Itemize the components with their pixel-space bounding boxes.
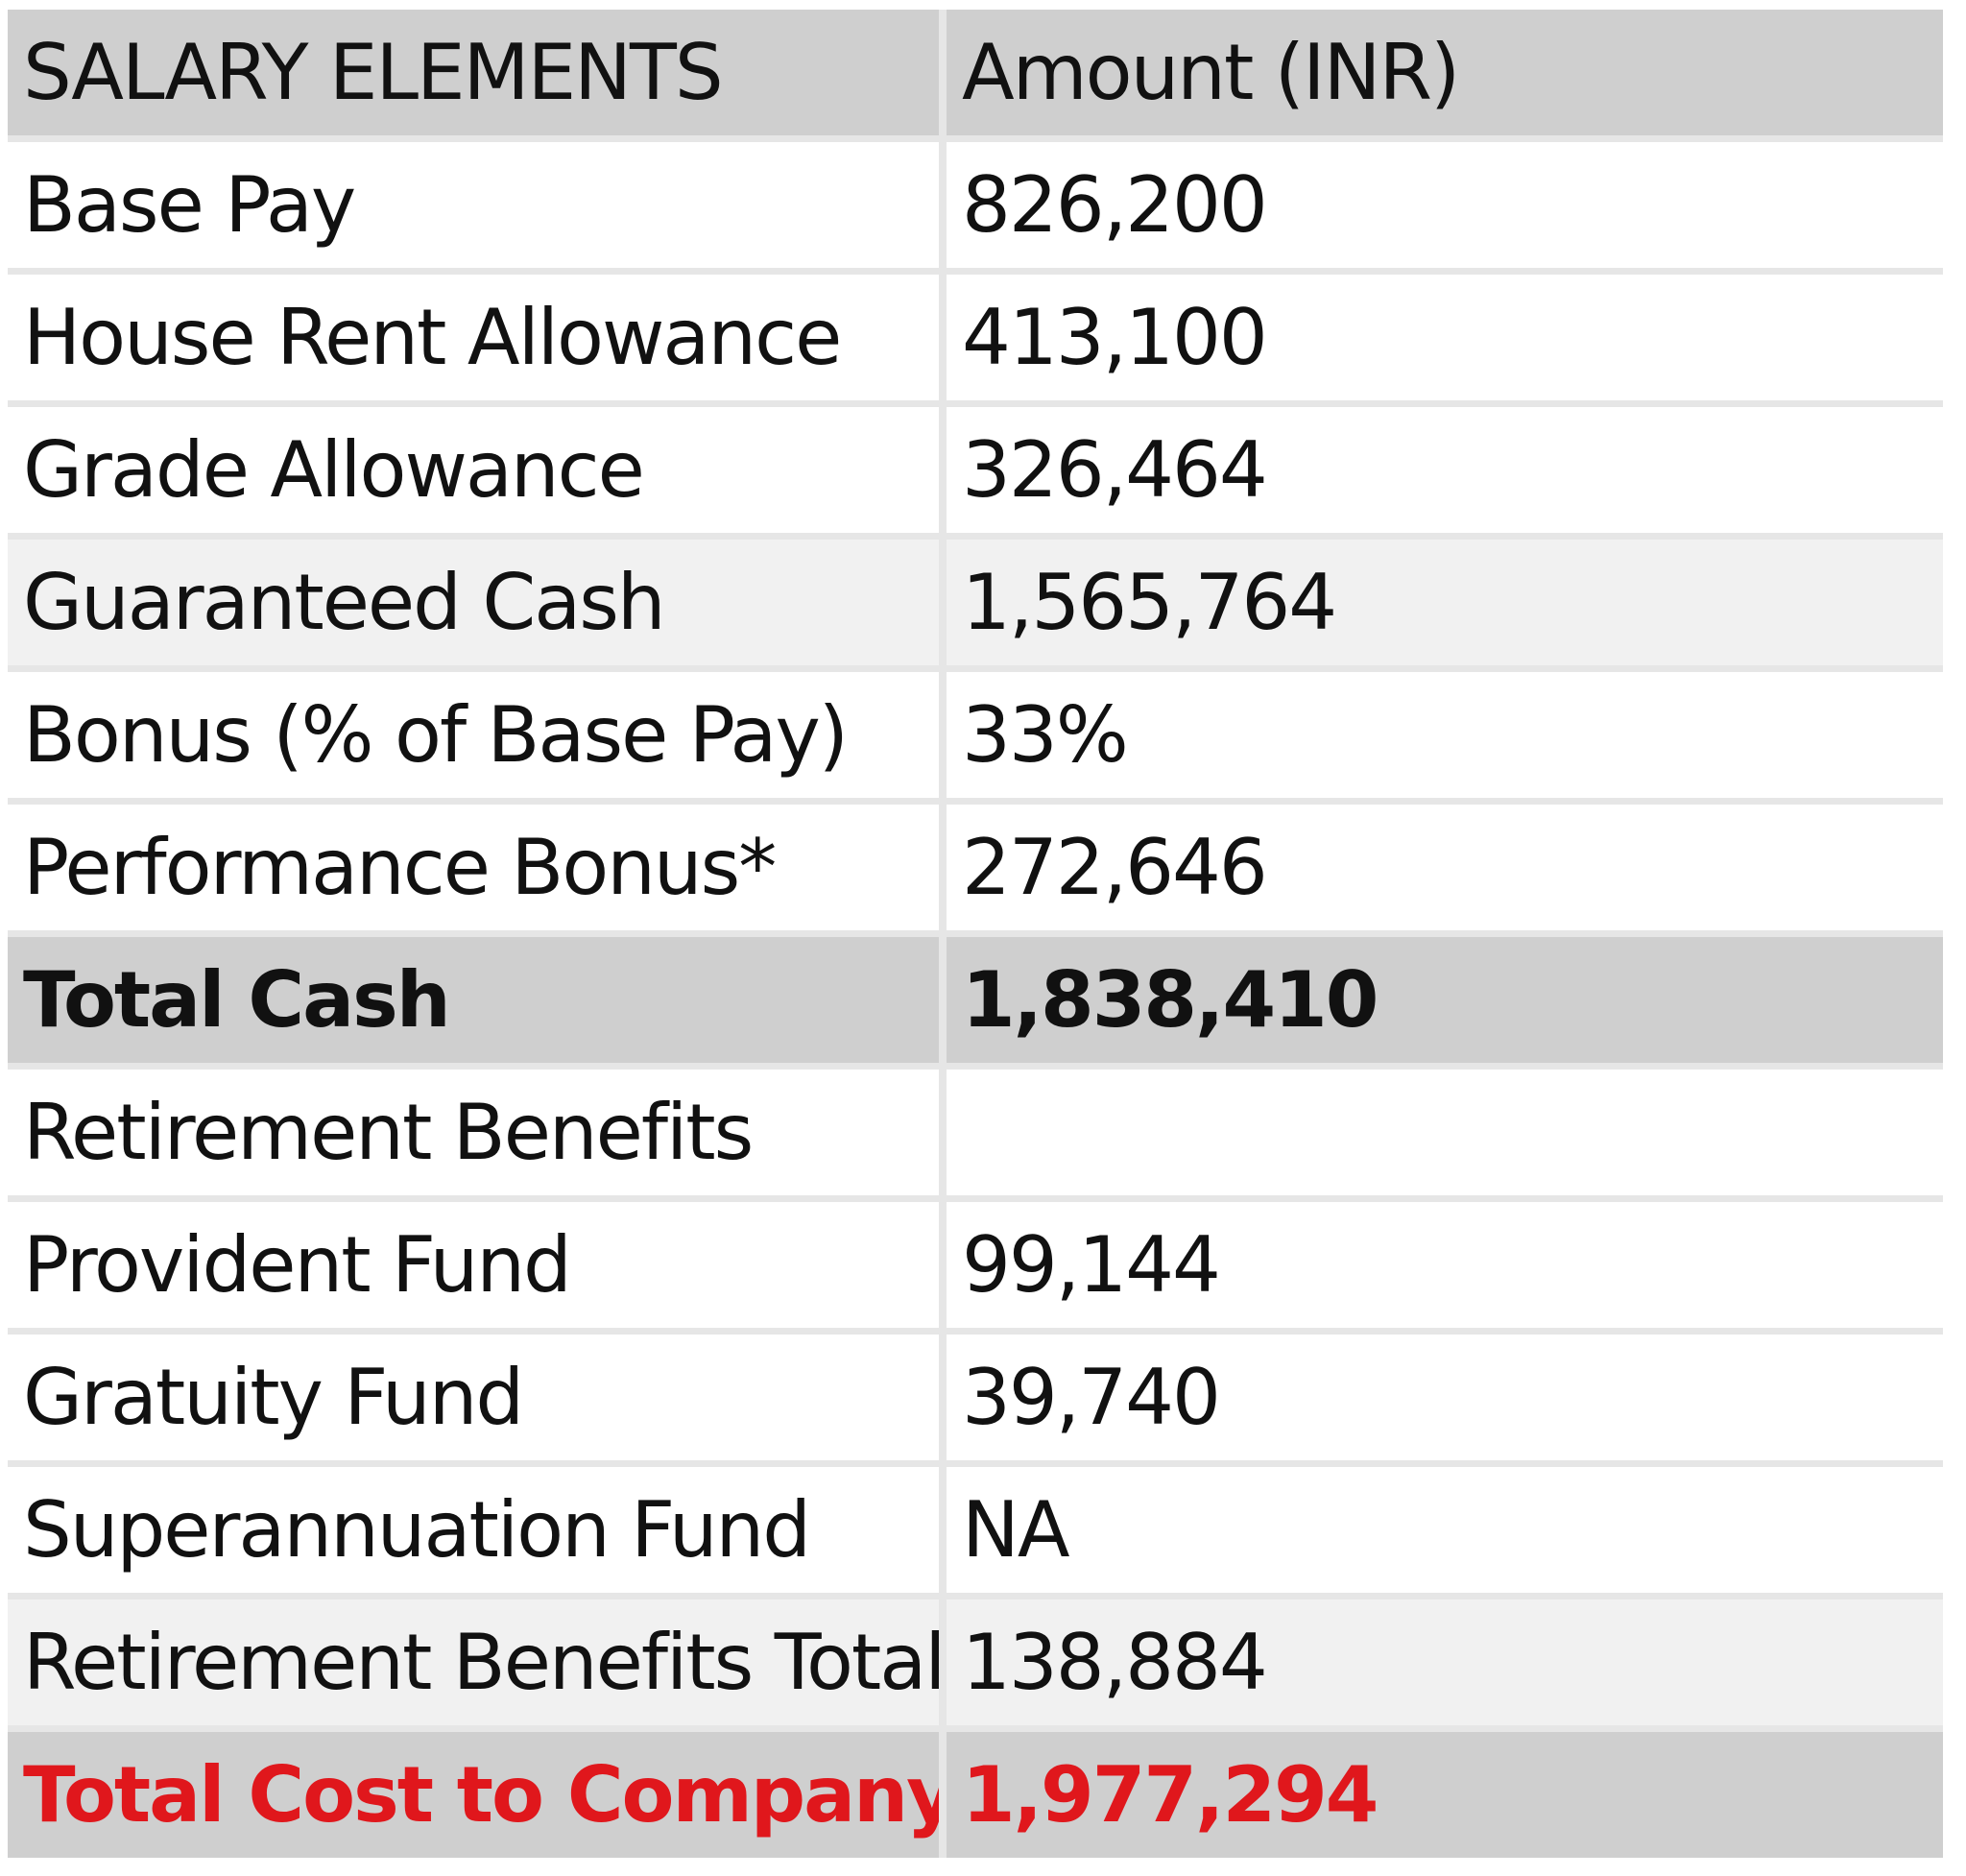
row-label: Bonus (% of Base Pay) <box>8 672 939 798</box>
row-amount: 413,100 <box>947 275 1943 400</box>
row-label: Guaranteed Cash <box>8 540 939 665</box>
row-amount: 326,464 <box>947 407 1943 533</box>
row-amount: 39,740 <box>947 1335 1943 1460</box>
row-amount: 272,646 <box>947 805 1943 930</box>
row-amount: 1,838,410 <box>947 937 1943 1063</box>
row-label: Total Cost to Company <box>8 1732 939 1858</box>
row-label: Provident Fund <box>8 1202 939 1328</box>
row-label: House Rent Allowance <box>8 275 939 400</box>
header-salary-elements: SALARY ELEMENTS <box>8 10 939 135</box>
row-label: Gratuity Fund <box>8 1335 939 1460</box>
row-label: Performance Bonus* <box>8 805 939 930</box>
row-amount: 99,144 <box>947 1202 1943 1328</box>
row-label: Grade Allowance <box>8 407 939 533</box>
row-label: Total Cash <box>8 937 939 1063</box>
row-amount <box>947 1070 1943 1195</box>
row-amount: NA <box>947 1467 1943 1593</box>
row-amount: 826,200 <box>947 142 1943 268</box>
row-amount: 1,565,764 <box>947 540 1943 665</box>
row-amount: 1,977,294 <box>947 1732 1943 1858</box>
row-amount: 138,884 <box>947 1599 1943 1725</box>
salary-table: SALARY ELEMENTS Amount (INR) Base Pay 82… <box>8 10 1943 1858</box>
row-amount: 33% <box>947 672 1943 798</box>
row-label: Superannuation Fund <box>8 1467 939 1593</box>
row-label: Base Pay <box>8 142 939 268</box>
header-amount: Amount (INR) <box>947 10 1943 135</box>
row-label: Retirement Benefits Total <box>8 1599 939 1725</box>
row-label: Retirement Benefits <box>8 1070 939 1195</box>
